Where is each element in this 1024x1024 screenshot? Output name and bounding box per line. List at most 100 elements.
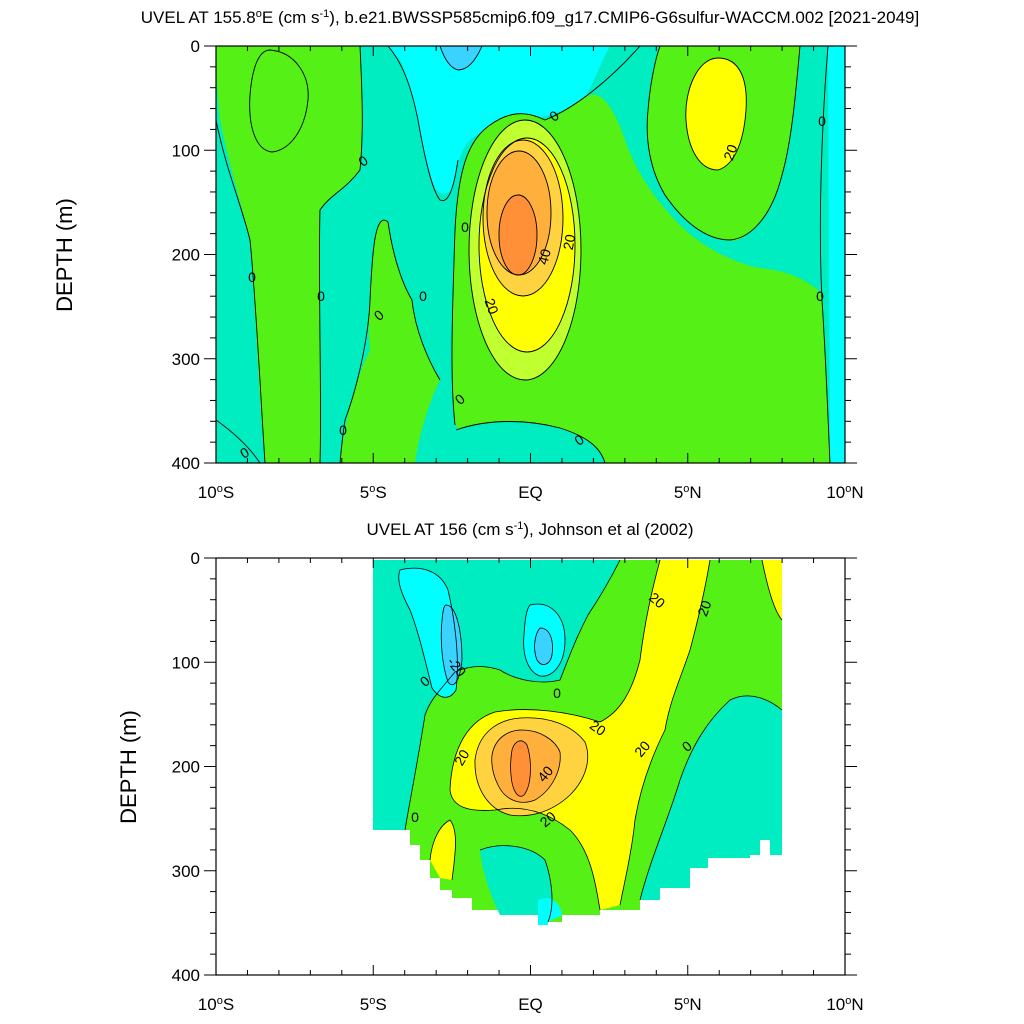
contour-fill-level-neg10 — [538, 898, 562, 925]
contour-line — [216, 119, 266, 463]
x-tick-label: 5oN — [674, 995, 702, 1014]
x-tick-label: 5oS — [360, 483, 387, 502]
panel1-contour-lines — [216, 46, 831, 463]
contour-line — [819, 46, 831, 463]
contour-line — [451, 46, 641, 426]
x-tick-label: 10oN — [826, 995, 863, 1014]
contour-fill-level-neg20 — [441, 605, 462, 685]
contour-fill-level-0 — [585, 46, 828, 300]
contour-label: 0 — [553, 685, 561, 701]
contour-line — [474, 717, 589, 817]
contour-line — [761, 559, 783, 621]
x-tick-label: 10oS — [198, 483, 234, 502]
contour-line — [478, 137, 576, 353]
contour-line — [498, 194, 538, 276]
contour-line — [387, 46, 459, 201]
contour-label: 20 — [694, 598, 714, 618]
panel1-contour-field — [216, 46, 845, 463]
contour-fill-level-0 — [456, 421, 605, 463]
x-tick-label: EQ — [518, 995, 543, 1014]
contour-fill-level-25 — [762, 560, 782, 620]
contour-line — [523, 603, 566, 677]
x-tick-label: 5oN — [674, 483, 702, 502]
contour-line — [646, 46, 801, 241]
contour-line — [479, 845, 553, 923]
panel2-contour-field — [373, 559, 783, 925]
contour-line — [619, 559, 711, 906]
contour-fill-level-neg10 — [388, 46, 648, 194]
x-tick-label: 10oS — [198, 995, 234, 1014]
x-tick-label: 10oN — [826, 483, 863, 502]
contour-line — [491, 729, 561, 803]
panel2-ylabel: DEPTH (m) — [116, 710, 141, 824]
y-tick-label: 100 — [172, 653, 200, 672]
contour-line — [429, 819, 456, 881]
y-tick-label: 0 — [191, 37, 200, 56]
contour-fill-level-neg20 — [534, 628, 553, 665]
contour-line — [398, 567, 458, 698]
contour-fill-level-0 — [640, 695, 782, 900]
contour-line — [482, 139, 564, 297]
contour-fill-level-0 — [216, 420, 260, 463]
contour-fill-level-10 — [340, 220, 440, 463]
y-tick-label: 300 — [172, 350, 200, 369]
contour-fill-level-25 — [450, 560, 710, 910]
contour-label: 20 — [482, 296, 502, 316]
contour-fill-level-25 — [430, 820, 456, 880]
contour-label: 0 — [248, 269, 256, 285]
contour-line — [216, 419, 261, 463]
contour-label: 0 — [317, 288, 325, 304]
panel2-contour-labels: 0 0 0 0 -20 20 20 20 20 20 20 40 — [411, 589, 714, 830]
y-tick-label: 400 — [172, 966, 200, 985]
contour-label: 20 — [560, 233, 578, 251]
panel2-contour-lines — [398, 559, 783, 923]
contour-line — [439, 46, 483, 71]
contour-fill-level-10 — [216, 46, 363, 463]
panel2-title: UVEL AT 156 (cm s-1), Johnson et al (200… — [367, 520, 694, 539]
y-tick-label: 200 — [172, 246, 200, 265]
contour-line — [468, 119, 582, 381]
y-tick-label: 300 — [172, 862, 200, 881]
contour-line — [455, 421, 606, 463]
contour-line — [318, 46, 363, 463]
contour-line — [404, 559, 621, 831]
contour-fill-level-25 — [685, 58, 747, 170]
contour-label: 0 — [339, 422, 347, 438]
y-tick-label: 400 — [172, 454, 200, 473]
contour-label: 20 — [720, 142, 740, 162]
contour-label: 20 — [451, 747, 473, 769]
y-tick-label: 200 — [172, 758, 200, 777]
contour-line — [685, 57, 747, 171]
contour-fill-level-neg20 — [440, 46, 482, 70]
contour-line — [510, 740, 531, 797]
contour-fill-level-0 — [480, 845, 552, 925]
contour-label: 0 — [461, 219, 469, 235]
contour-fill-level-10 — [249, 50, 309, 152]
contour-line — [339, 219, 441, 463]
contour-line — [534, 627, 553, 665]
contour-line — [449, 559, 661, 791]
contour-fill-level-neg10 — [828, 46, 845, 463]
contour-label: 0 — [818, 113, 826, 129]
contour-label: 0 — [816, 288, 824, 304]
contour-fill-level-neg10 — [398, 568, 458, 698]
contour-label: 0 — [419, 288, 427, 304]
contour-line — [639, 695, 783, 901]
x-tick-label: EQ — [518, 483, 543, 502]
y-tick-label: 100 — [172, 141, 200, 160]
contour-label: 0 — [411, 809, 419, 825]
contour-label: 40 — [534, 247, 554, 266]
contour-fill-level-50 — [499, 195, 537, 275]
contour-line — [249, 49, 309, 153]
x-tick-label: 5oS — [360, 995, 387, 1014]
model-panel: UVEL AT 155.8oE (cm s-1), b.e21.BWSSP585… — [52, 8, 919, 502]
contour-line — [440, 604, 463, 686]
contour-fill-level-50 — [510, 740, 531, 797]
y-tick-label: 0 — [191, 549, 200, 568]
panel1-ylabel: DEPTH (m) — [52, 198, 77, 312]
panel1-title: UVEL AT 155.8oE (cm s-1), b.e21.BWSSP585… — [141, 8, 919, 27]
observation-panel: UVEL AT 156 (cm s-1), Johnson et al (200… — [116, 520, 864, 1014]
